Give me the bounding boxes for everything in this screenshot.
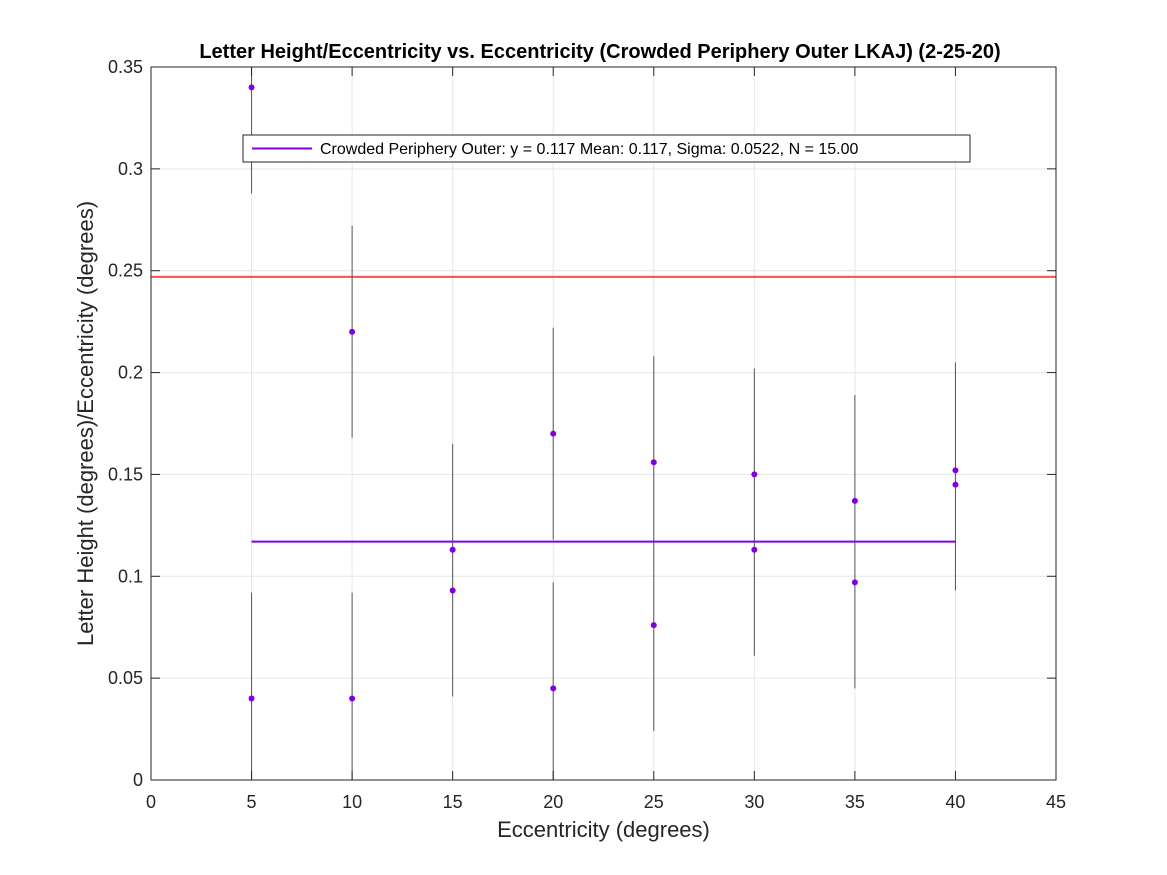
x-tick-label: 20 — [543, 792, 563, 812]
data-point — [751, 471, 758, 478]
y-tick-label: 0.25 — [108, 261, 143, 281]
axis-ticks: 0 5 10 15 20 25 30 35 40 45 0 0.05 0.1 0.15 0.2 0.25 0.3… — [108, 57, 1066, 812]
x-tick-label: 45 — [1046, 792, 1066, 812]
y-tick-label: 0.2 — [118, 363, 143, 383]
data-point — [952, 467, 959, 474]
data-point — [550, 685, 557, 692]
y-tick-label: 0 — [133, 770, 143, 790]
x-tick-label: 30 — [744, 792, 764, 812]
data-point — [349, 695, 356, 702]
data-point — [851, 497, 858, 504]
data-point — [851, 579, 858, 586]
x-tick-label: 35 — [845, 792, 865, 812]
chart-title: Letter Height/Eccentricity vs. Eccentric… — [199, 41, 1000, 63]
y-tick-label: 0.1 — [118, 566, 143, 586]
legend: Crowded Periphery Outer: y = 0.117 Mean:… — [242, 134, 971, 163]
data-point — [650, 459, 657, 466]
y-tick-label: 0.15 — [108, 464, 143, 484]
y-axis-title: Letter Height (degrees)/Eccentricity (de… — [73, 201, 98, 646]
data-point — [952, 481, 959, 488]
plot-area — [151, 67, 1056, 780]
x-axis-title: Eccentricity (degrees) — [497, 817, 710, 842]
y-tick-label: 0.05 — [108, 668, 143, 688]
x-tick-label: 40 — [945, 792, 965, 812]
data-points — [248, 84, 959, 702]
x-tick-label: 5 — [247, 792, 257, 812]
x-tick-label: 25 — [644, 792, 664, 812]
data-point — [248, 84, 255, 91]
data-point — [349, 328, 356, 335]
plot-frame — [150, 66, 1057, 781]
y-tick-label: 0.3 — [118, 159, 143, 179]
data-point — [248, 695, 255, 702]
data-point — [449, 546, 456, 553]
x-tick-label: 15 — [443, 792, 463, 812]
data-point — [650, 622, 657, 629]
x-tick-label: 10 — [342, 792, 362, 812]
data-point — [751, 546, 758, 553]
x-tick-label: 0 — [146, 792, 156, 812]
legend-label: Crowded Periphery Outer: y = 0.117 Mean:… — [320, 141, 858, 158]
data-point — [550, 430, 557, 437]
y-tick-label: 0.35 — [108, 57, 143, 77]
data-point — [449, 587, 456, 594]
legend-box — [242, 134, 971, 163]
